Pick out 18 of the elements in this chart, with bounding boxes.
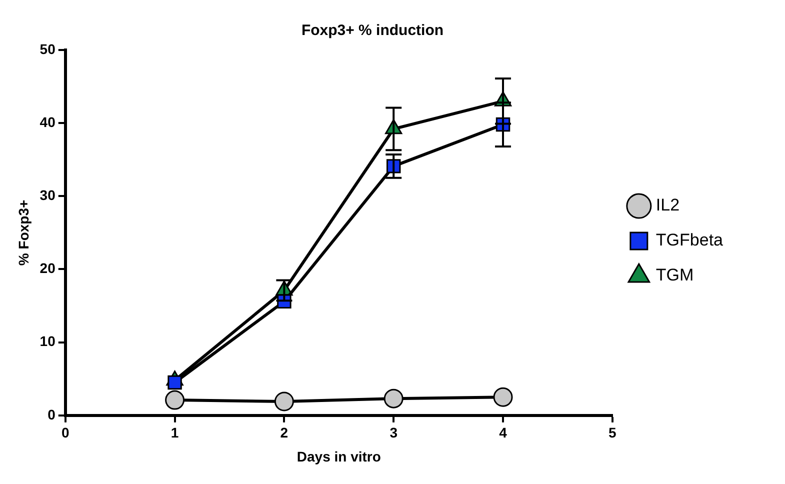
x-tick-label: 4 bbox=[499, 424, 508, 441]
legend-label: IL2 bbox=[656, 196, 680, 215]
chart-title: Foxp3+ % induction bbox=[301, 22, 444, 40]
x-axis-title: Days in vitro bbox=[296, 448, 381, 464]
y-tick-label: 30 bbox=[40, 187, 56, 204]
legend-label: TGFbeta bbox=[656, 230, 724, 250]
x-tick-label: 1 bbox=[170, 424, 179, 441]
y-axis-title: % Foxp3+ bbox=[15, 200, 32, 266]
y-tick-label: 20 bbox=[40, 260, 56, 276]
x-tick-label: 0 bbox=[61, 424, 70, 441]
x-tick-label: 2 bbox=[280, 424, 288, 441]
y-tick-label: 10 bbox=[40, 333, 56, 350]
x-tick-label: 5 bbox=[608, 424, 617, 441]
y-tick-label: 40 bbox=[40, 114, 56, 130]
y-tick-label: 0 bbox=[48, 406, 56, 422]
x-tick-label: 3 bbox=[390, 424, 398, 441]
legend-label: TGM bbox=[656, 266, 694, 285]
y-tick-label: 50 bbox=[40, 40, 56, 57]
